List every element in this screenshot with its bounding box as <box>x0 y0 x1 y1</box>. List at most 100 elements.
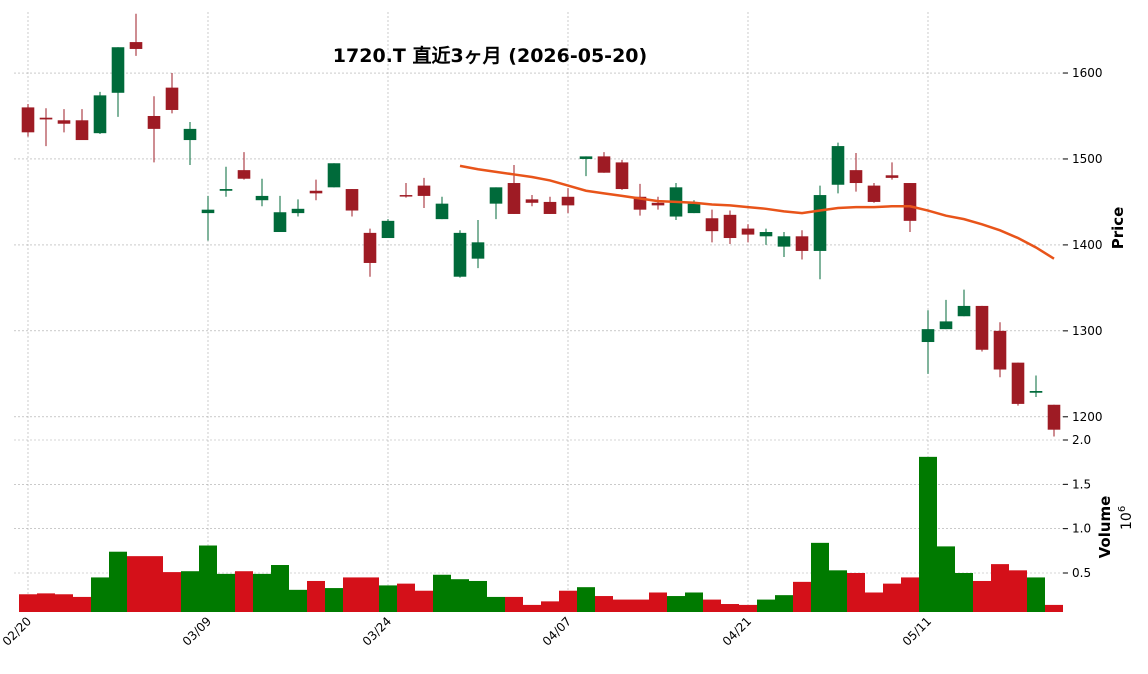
candle-body <box>381 220 395 239</box>
candle-body <box>327 163 341 188</box>
x-tick-label: 03/24 <box>360 614 394 648</box>
candle-body <box>183 128 197 141</box>
volume-bar <box>577 587 595 612</box>
candle-body <box>435 203 449 220</box>
candle-body <box>93 95 107 134</box>
candle-body <box>543 201 557 214</box>
volume-bar <box>649 592 667 612</box>
candle-body <box>21 107 35 133</box>
candle-body <box>975 305 989 350</box>
volume-bar <box>559 590 577 612</box>
volume-bar <box>109 551 127 612</box>
candle-body <box>1047 404 1061 430</box>
candle-body <box>417 185 431 196</box>
volume-bar <box>253 573 271 612</box>
candle-body <box>849 170 863 184</box>
volume-bar <box>523 604 541 612</box>
volume-bar <box>955 572 973 612</box>
candle-body <box>147 115 161 129</box>
volume-bar <box>397 583 415 612</box>
volume-bar <box>757 599 775 612</box>
candle-body <box>939 321 953 330</box>
volume-bar <box>793 581 811 612</box>
volume-bar <box>487 596 505 612</box>
volume-bar <box>595 596 613 612</box>
x-tick-label: 04/07 <box>540 614 574 648</box>
volume-bar <box>289 589 307 612</box>
volume-bar <box>541 601 559 612</box>
candle-body <box>777 236 791 247</box>
y-tick-label: 0.5 <box>1072 566 1091 580</box>
candle-body <box>957 305 971 317</box>
candle-body <box>291 208 305 214</box>
volume-bar <box>1045 604 1063 612</box>
volume-bar <box>55 594 73 612</box>
x-tick-label: 03/09 <box>180 614 214 648</box>
volume-bar <box>325 588 343 612</box>
volume-bar <box>145 556 163 612</box>
volume-bar <box>811 542 829 612</box>
candle-body <box>759 232 773 237</box>
candle-body <box>687 203 701 214</box>
volume-bar <box>271 565 289 612</box>
volume-bar <box>505 596 523 612</box>
candle-body <box>867 185 881 202</box>
volume-bar <box>739 604 757 612</box>
volume-bar <box>721 604 739 612</box>
candle-body <box>795 236 809 251</box>
candle-body <box>309 190 323 194</box>
volume-bar <box>1027 577 1045 612</box>
candle-body <box>489 187 503 204</box>
volume-bar <box>181 571 199 612</box>
candle-body <box>471 242 485 259</box>
y-axis-label: Price <box>1109 207 1127 250</box>
candle-body <box>903 183 917 221</box>
moving-average <box>459 164 1055 260</box>
candle-body <box>507 183 521 214</box>
volume-offset: 106 <box>1117 506 1135 530</box>
volume-bar <box>217 573 235 612</box>
volume-bar <box>199 545 217 612</box>
volume-bar <box>235 571 253 612</box>
volume-bar <box>361 577 379 612</box>
candle-body <box>921 329 935 343</box>
volume-bar <box>667 596 685 612</box>
volume-axis-label: Volume <box>1096 496 1114 559</box>
candle-body <box>525 199 539 203</box>
chart-title: 1720.T 直近3ヶ月 (2026-05-20) <box>333 44 647 67</box>
candle-body <box>741 228 755 235</box>
volume-bar <box>775 595 793 612</box>
candle-body <box>57 120 71 124</box>
candle-body <box>345 189 359 211</box>
candle-body <box>651 202 665 206</box>
candle-body <box>453 232 467 277</box>
volume-bar <box>127 556 145 612</box>
y-tick-label: 1500 <box>1072 152 1103 166</box>
volume-bar <box>937 546 955 612</box>
candle-body <box>597 156 611 173</box>
candle-body <box>255 195 269 201</box>
volume-bar <box>703 599 721 612</box>
volume-bar <box>991 564 1009 612</box>
offset-base: 10 <box>1119 512 1135 530</box>
volume-bar <box>919 456 937 612</box>
volume-bar <box>307 580 325 612</box>
y-tick-label: 1400 <box>1072 238 1103 252</box>
volume-bar <box>685 592 703 612</box>
candle-body <box>705 218 719 232</box>
volume-bar <box>865 592 883 612</box>
candle-body <box>885 175 899 178</box>
candle-body <box>1011 362 1025 404</box>
volume-bar <box>415 590 433 612</box>
volume-bar <box>613 599 631 612</box>
volume-bar <box>469 580 487 612</box>
candle-body <box>1029 391 1043 393</box>
candle-body <box>273 212 287 233</box>
volume-bar <box>451 579 469 612</box>
candle-body <box>201 209 215 214</box>
volume-bar <box>433 574 451 612</box>
volume-bar <box>883 583 901 612</box>
candle-body <box>723 214 737 239</box>
y-tick-label: 1.5 <box>1072 477 1091 491</box>
